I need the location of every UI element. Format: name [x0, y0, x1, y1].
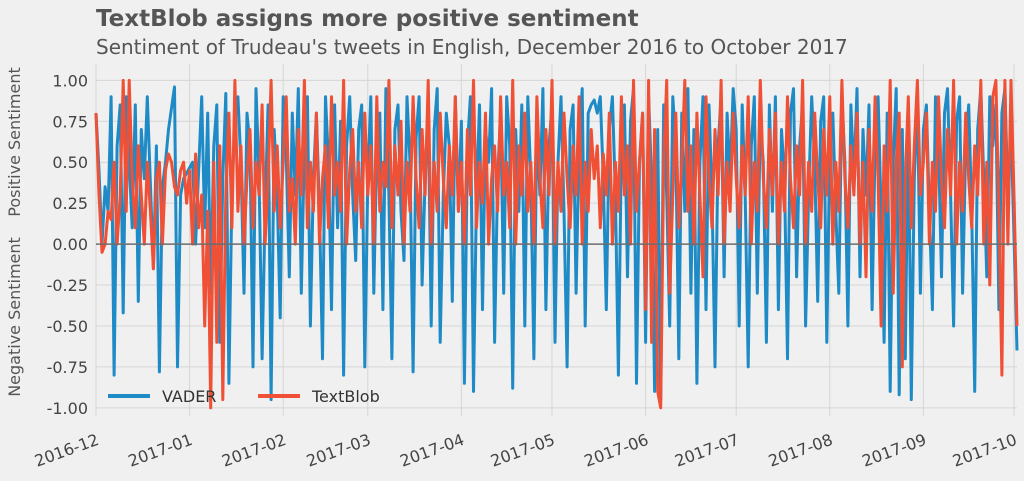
chart-title: TextBlob assigns more positive sentiment [96, 6, 639, 32]
legend-label-textblob: TextBlob [311, 387, 380, 406]
y-tick-label: 0.75 [52, 112, 88, 131]
y-axis-label-positive: Positive Sentiment [5, 67, 24, 216]
y-tick-label: -0.25 [47, 276, 88, 295]
series-line-textblob [94, 78, 1019, 410]
y-axis-tick-labels: 1.00 0.75 0.50 0.25 0.00 -0.25 -0.50 -0.75 -1.00 [47, 71, 88, 417]
chart-subtitle: Sentiment of Trudeau's tweets in English… [96, 35, 848, 59]
y-axis-label-negative: Negative Sentiment [5, 237, 24, 397]
y-tick-label: -0.75 [47, 358, 88, 377]
y-tick-label: 0.50 [52, 153, 88, 172]
y-tick-label: -0.50 [47, 317, 88, 336]
data-series [94, 78, 1019, 410]
y-tick-label: 0.25 [52, 194, 88, 213]
legend: VADER TextBlob [108, 387, 380, 406]
legend-label-vader: VADER [162, 387, 216, 406]
y-tick-label: -1.00 [47, 399, 88, 418]
y-tick-label: 1.00 [52, 71, 88, 90]
y-tick-label: 0.00 [52, 235, 88, 254]
series-line-vader [94, 85, 1019, 402]
